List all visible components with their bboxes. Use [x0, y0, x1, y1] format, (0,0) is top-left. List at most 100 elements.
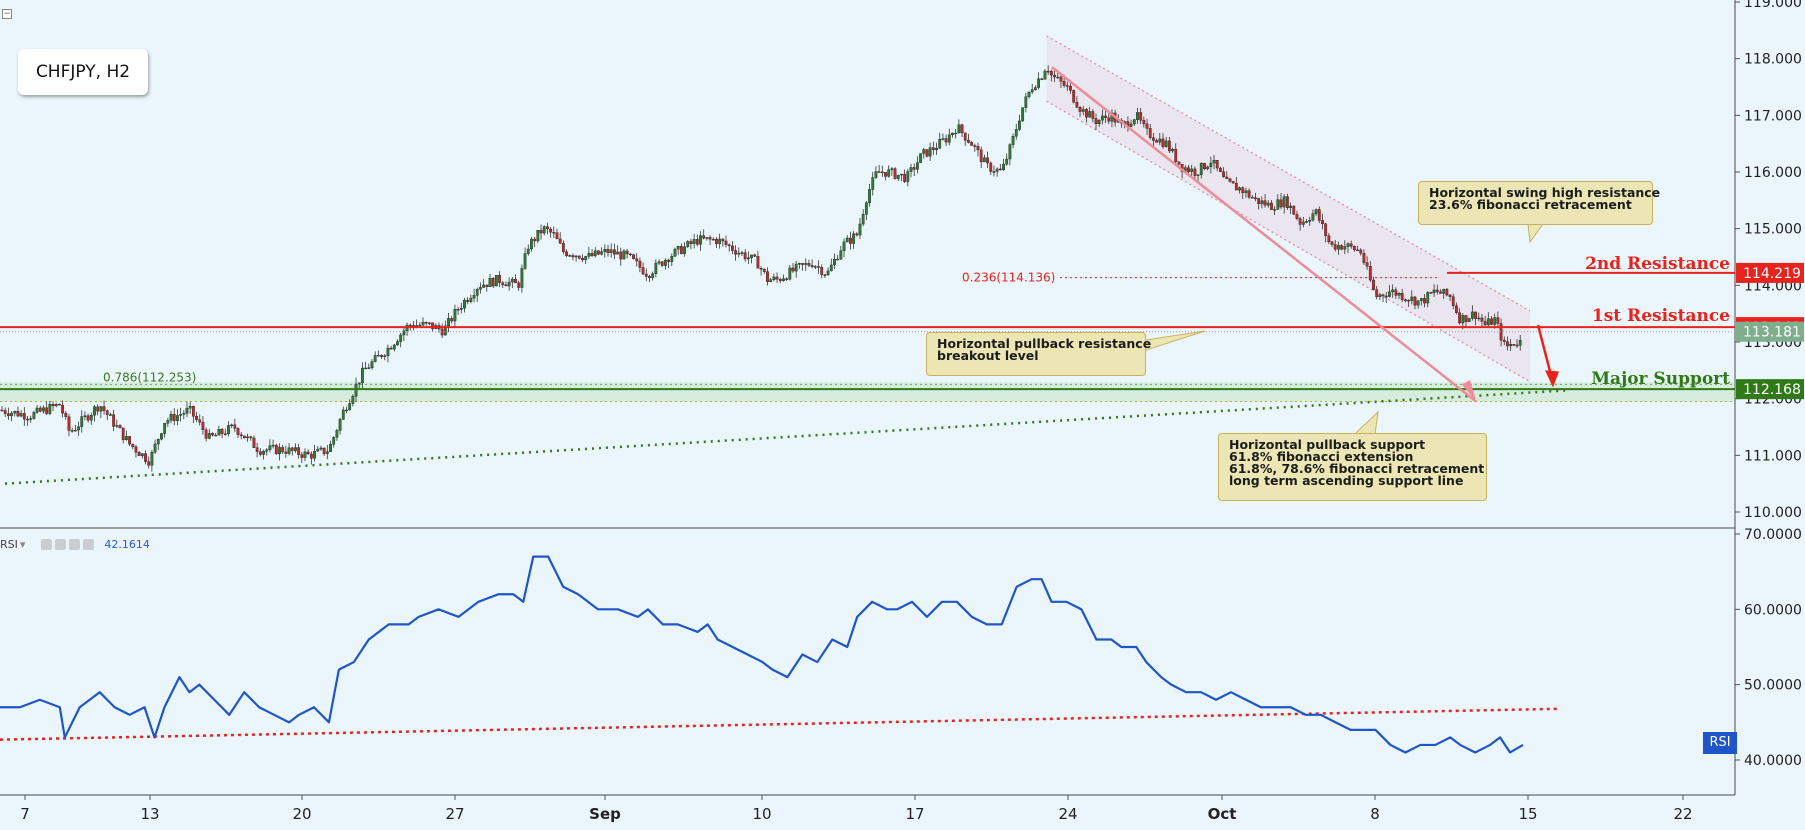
add-icon[interactable] [69, 538, 81, 550]
candle-body [1509, 344, 1513, 347]
candle-body [852, 233, 856, 244]
candle-body [1199, 163, 1203, 175]
candle-body [555, 232, 559, 240]
candle-body [1091, 111, 1095, 119]
candle-body [19, 413, 23, 417]
projection-arrow [1051, 66, 1477, 403]
candle-body [440, 328, 444, 336]
candle-body [520, 268, 524, 288]
candle-body [1324, 223, 1328, 236]
candle-body [632, 254, 635, 259]
rsi-dropdown-icon[interactable]: ▾ [19, 537, 26, 551]
candle-body [1397, 293, 1401, 296]
candle-body [1104, 115, 1107, 118]
candle-body [1490, 318, 1493, 325]
candle-body [1209, 162, 1213, 168]
candle-body [1053, 74, 1056, 78]
candle-body [1069, 85, 1072, 91]
candle-body [1014, 129, 1018, 137]
candle-body [970, 142, 974, 146]
annotation-pullback-support: Horizontal pullback support 61.8% fibona… [1218, 433, 1487, 501]
candle-body [785, 278, 789, 280]
candle-body [172, 413, 176, 421]
candle-body [1416, 300, 1420, 306]
candle-body [128, 436, 131, 445]
candle-body [156, 438, 160, 445]
candle-body [179, 414, 183, 416]
candle-body [191, 405, 195, 417]
candle-body [383, 355, 387, 358]
candle-body [775, 276, 779, 280]
candle-body [1314, 209, 1318, 214]
candle-body [759, 268, 763, 270]
candle-body [325, 451, 329, 454]
candle-body [998, 168, 1002, 171]
candle-body [1400, 293, 1404, 300]
candle-body [70, 430, 74, 432]
close-icon[interactable] [83, 538, 95, 550]
candle-body [1024, 96, 1028, 108]
candle-body [1483, 321, 1487, 326]
candle-body [131, 443, 135, 448]
candle-body [80, 416, 84, 427]
candle-body [530, 238, 533, 250]
candle-body [1435, 289, 1439, 293]
candle-body [919, 153, 922, 163]
candle-body [507, 281, 511, 287]
candle-body [236, 428, 240, 435]
candle-body [227, 425, 230, 435]
candle-body [77, 426, 80, 431]
candle-body [877, 171, 881, 173]
candle-body [568, 255, 572, 257]
settings-icon[interactable] [55, 538, 67, 550]
candle-body [1027, 91, 1031, 97]
candle-body [361, 367, 364, 384]
candle-body [842, 241, 846, 251]
price-series [0, 65, 1522, 472]
candle-body [1458, 312, 1462, 324]
annotation-line: 23.6% fibonacci retracement [1429, 197, 1632, 212]
candle-body [654, 262, 658, 274]
price-tick-label: 118.000 [1744, 52, 1802, 68]
candle-body [1136, 112, 1139, 120]
candle-body [967, 140, 970, 143]
candle-body [1206, 166, 1210, 170]
candle-body [1467, 318, 1471, 322]
candle-body [1413, 296, 1417, 306]
candle-body [1289, 205, 1292, 209]
target-arrow-head [1545, 370, 1559, 388]
candle-body [762, 268, 766, 272]
candle-body [791, 267, 795, 272]
candle-body [1368, 266, 1372, 281]
candle-body [941, 138, 945, 140]
candle-body [989, 162, 993, 172]
candle-body [1330, 241, 1334, 245]
price-tick-label: 117.000 [1744, 108, 1802, 124]
candle-body [329, 444, 332, 452]
collapse-icon[interactable]: − [2, 9, 12, 19]
candle-body [450, 318, 454, 322]
candle-body [51, 403, 55, 407]
candle-body [782, 278, 785, 281]
visibility-icon[interactable] [41, 538, 53, 550]
candle-body [54, 403, 58, 407]
candle-body [1419, 298, 1423, 301]
candle-body [233, 424, 237, 429]
candle-body [1037, 78, 1040, 88]
candle-body [973, 145, 977, 147]
candle-body [262, 451, 265, 455]
candle-body [367, 367, 371, 369]
candle-body [616, 251, 619, 255]
candle-body [743, 252, 747, 260]
candle-body [466, 300, 470, 302]
candle-body [1317, 209, 1321, 221]
candle-body [252, 437, 256, 448]
candle-body [679, 246, 683, 254]
candle-body [797, 263, 801, 265]
candle-body [1337, 245, 1340, 250]
candle-body [246, 436, 249, 439]
candle-body [750, 254, 753, 258]
candle-body [1215, 160, 1219, 169]
price-tick-label: 110.000 [1744, 505, 1802, 521]
